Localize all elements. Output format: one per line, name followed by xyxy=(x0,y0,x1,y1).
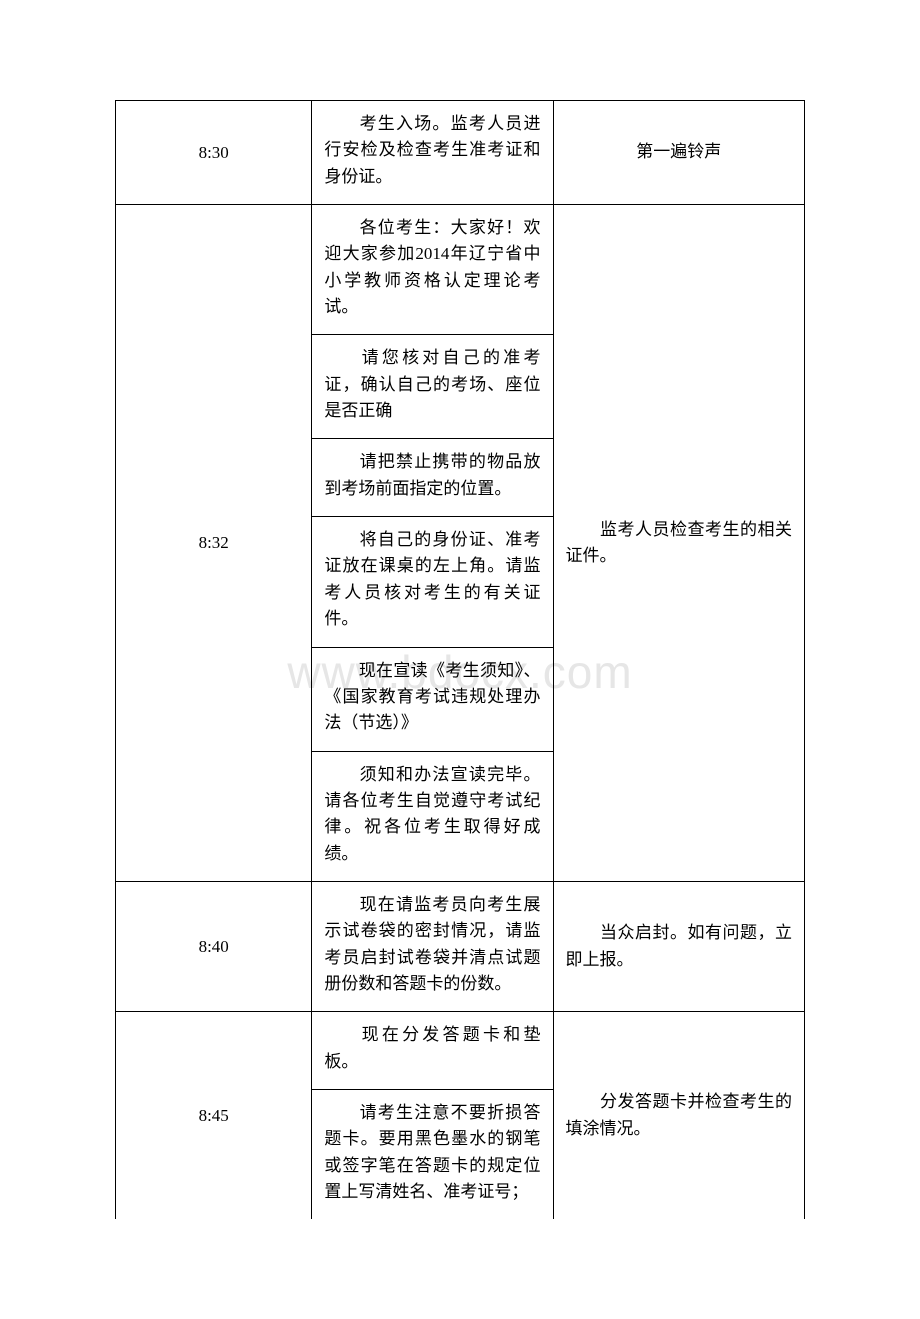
note-span: 分发答题卡并检查考生的填涂情况。 xyxy=(566,1092,793,1137)
schedule-table: 8:30考生入场。监考人员进行安检及检查考生准考证和身份证。 第一遍铃声 8:32各… xyxy=(115,100,805,1219)
time-cell: 8:40 xyxy=(116,881,312,1011)
content-text: 请您核对自己的准考证，确认自己的考场、座位是否正确 xyxy=(312,335,552,439)
content-text: 各位考生：大家好！欢迎大家参加2014年辽宁省中小学教师资格认定理论考试。 xyxy=(312,205,552,335)
note-cell: 监考人员检查考生的相关证件。 xyxy=(553,205,805,882)
note-text: 当众启封。如有问题，立即上报。 xyxy=(554,910,805,983)
content-span: 请考生注意不要折损答题卡。要用黑色墨水的钢笔或签字笔在答题卡的规定位置上写清姓名… xyxy=(324,1103,540,1201)
content-text: 现在宣读《考生须知》、《国家教育考试违规处理办法（节选）》 xyxy=(312,648,552,752)
content-span: 现在分发答题卡和垫板。 xyxy=(324,1025,540,1070)
table-row: 8:40现在请监考员向考生展示试卷袋的密封情况，请监考员启封试卷袋并清点试题册份… xyxy=(116,881,805,1011)
note-text: 第一遍铃声 xyxy=(554,129,805,175)
content-cell: 现在宣读《考生须知》、《国家教育考试违规处理办法（节选）》 xyxy=(312,648,553,752)
content-cell: 须知和办法宣读完毕。请各位考生自觉遵守考试纪律。祝各位考生取得好成绩。 xyxy=(312,752,553,882)
content-text: 现在分发答题卡和垫板。 xyxy=(312,1012,552,1090)
content-cell: 现在请监考员向考生展示试卷袋的密封情况，请监考员启封试卷袋并清点试题册份数和答题… xyxy=(312,881,553,1011)
content-span: 各位考生：大家好！欢迎大家参加2014年辽宁省中小学教师资格认定理论考试。 xyxy=(324,218,540,316)
content-text: 请把禁止携带的物品放到考场前面指定的位置。 xyxy=(312,439,552,517)
content-span: 须知和办法宣读完毕。请各位考生自觉遵守考试纪律。祝各位考生取得好成绩。 xyxy=(324,765,540,863)
table-row: 8:30考生入场。监考人员进行安检及检查考生准考证和身份证。 第一遍铃声 xyxy=(116,101,805,205)
content-span: 将自己的身份证、准考证放在课桌的左上角。请监考人员核对考生的有关证件。 xyxy=(324,530,540,628)
content-cell: 请您核对自己的准考证，确认自己的考场、座位是否正确 xyxy=(312,335,553,439)
content-cell: 考生入场。监考人员进行安检及检查考生准考证和身份证。 xyxy=(312,101,553,205)
time-cell: 8:45 xyxy=(116,1012,312,1220)
note-text: 监考人员检查考生的相关证件。 xyxy=(554,507,805,580)
note-span: 第一遍铃声 xyxy=(636,142,721,161)
content-cell: 请考生注意不要折损答题卡。要用黑色墨水的钢笔或签字笔在答题卡的规定位置上写清姓名… xyxy=(312,1090,553,1219)
content-span: 请把禁止携带的物品放到考场前面指定的位置。 xyxy=(324,452,540,497)
note-cell: 分发答题卡并检查考生的填涂情况。 xyxy=(553,1012,805,1220)
content-span: 现在宣读《考生须知》、《国家教育考试违规处理办法（节选）》 xyxy=(324,661,540,733)
time-cell: 8:32 xyxy=(116,205,312,882)
content-text: 须知和办法宣读完毕。请各位考生自觉遵守考试纪律。祝各位考生取得好成绩。 xyxy=(312,752,552,881)
time-cell: 8:30 xyxy=(116,101,312,205)
content-cell: 各位考生：大家好！欢迎大家参加2014年辽宁省中小学教师资格认定理论考试。 xyxy=(312,205,553,336)
content-text: 现在请监考员向考生展示试卷袋的密封情况，请监考员启封试卷袋并清点试题册份数和答题… xyxy=(312,882,552,1011)
note-span: 监考人员检查考生的相关证件。 xyxy=(566,520,793,565)
content-cell: 现在分发答题卡和垫板。 xyxy=(312,1012,553,1090)
content-cell: 请把禁止携带的物品放到考场前面指定的位置。 xyxy=(312,439,553,517)
note-span: 当众启封。如有问题，立即上报。 xyxy=(566,923,793,968)
table-row: 8:32各位考生：大家好！欢迎大家参加2014年辽宁省中小学教师资格认定理论考试… xyxy=(116,205,805,336)
content-text: 请考生注意不要折损答题卡。要用黑色墨水的钢笔或签字笔在答题卡的规定位置上写清姓名… xyxy=(312,1090,552,1219)
note-cell: 第一遍铃声 xyxy=(553,101,805,205)
content-text: 考生入场。监考人员进行安检及检查考生准考证和身份证。 xyxy=(312,101,552,204)
content-cell: 将自己的身份证、准考证放在课桌的左上角。请监考人员核对考生的有关证件。 xyxy=(312,517,553,647)
content-span: 请您核对自己的准考证，确认自己的考场、座位是否正确 xyxy=(324,348,540,420)
note-cell: 当众启封。如有问题，立即上报。 xyxy=(553,881,805,1011)
content-span: 考生入场。监考人员进行安检及检查考生准考证和身份证。 xyxy=(324,114,540,186)
note-text: 分发答题卡并检查考生的填涂情况。 xyxy=(554,1079,805,1152)
content-text: 将自己的身份证、准考证放在课桌的左上角。请监考人员核对考生的有关证件。 xyxy=(312,517,552,647)
table-row: 8:45现在分发答题卡和垫板。分发答题卡并检查考生的填涂情况。 xyxy=(116,1012,805,1090)
content-span: 现在请监考员向考生展示试卷袋的密封情况，请监考员启封试卷袋并清点试题册份数和答题… xyxy=(324,895,540,993)
